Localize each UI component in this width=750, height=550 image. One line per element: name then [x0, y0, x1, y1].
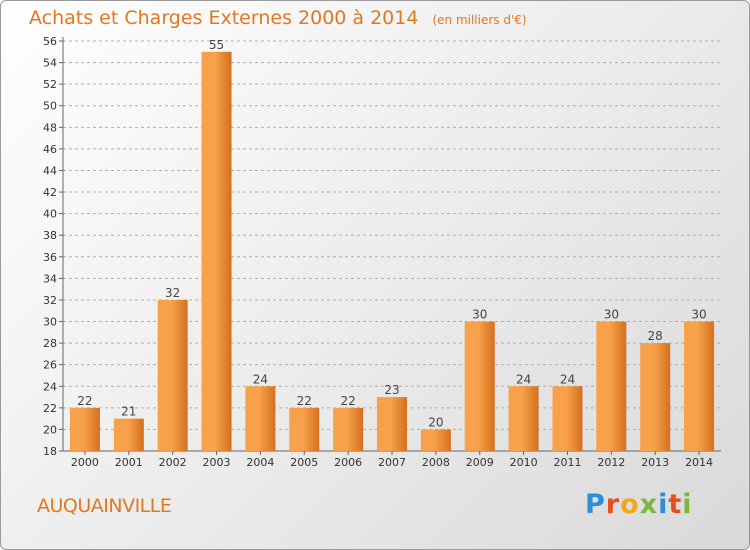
y-tick-label: 48 [43, 121, 57, 134]
x-tick-label: 2014 [685, 456, 713, 469]
data-label: 30 [691, 308, 706, 322]
y-tick-label: 30 [43, 316, 57, 329]
y-tick-label: 20 [43, 423, 57, 436]
data-label: 20 [428, 415, 443, 429]
data-label: 23 [384, 383, 399, 397]
data-label: 55 [209, 38, 224, 52]
proxiti-logo: Proxiti [585, 489, 693, 520]
data-label: 32 [165, 286, 180, 300]
y-tick-label: 42 [43, 186, 57, 199]
x-tick-labels: 2000 2001 2002 2003 2004 2005 2006 2007 2008 2009… [71, 456, 713, 469]
y-tick-label: 22 [43, 402, 57, 415]
bar [289, 407, 320, 451]
logo-letter: o [620, 489, 640, 520]
logo-letter: i [682, 489, 693, 520]
logo-letter: r [605, 489, 621, 520]
x-tick-label: 2008 [422, 456, 450, 469]
logo-letter: t [668, 489, 683, 520]
chart-title-text: Achats et Charges Externes 2000 à 2014 [29, 7, 419, 29]
bar [640, 343, 671, 451]
city-name: AUQUAINVILLE [37, 495, 172, 517]
x-tick-label: 2000 [71, 456, 99, 469]
x-tick-label: 2006 [334, 456, 362, 469]
bar [684, 321, 715, 451]
x-tick-label: 2012 [597, 456, 625, 469]
y-tick-label: 52 [43, 78, 57, 91]
y-tick-label: 28 [43, 337, 57, 350]
y-tick-label: 24 [43, 380, 57, 393]
x-tick-label: 2005 [290, 456, 318, 469]
bar [113, 418, 144, 451]
y-tick-label: 18 [43, 445, 57, 458]
data-label: 22 [77, 394, 92, 408]
data-labels: 22 21 32 55 24 22 22 23 20 30 24 24 30 28 30 [77, 38, 706, 430]
bar [157, 299, 188, 451]
y-tick-label: 36 [43, 251, 57, 264]
x-tick-label: 2011 [553, 456, 581, 469]
bar [464, 321, 495, 451]
bar [201, 51, 232, 451]
data-label: 24 [560, 372, 575, 386]
logo-letter: P [585, 489, 606, 520]
x-tick-label: 2007 [378, 456, 406, 469]
data-label: 22 [340, 394, 355, 408]
logo-letter: x [639, 489, 659, 520]
logo-letter: i [658, 489, 669, 520]
y-tick-label: 56 [43, 35, 57, 48]
x-tick-label: 2004 [246, 456, 274, 469]
data-label: 28 [648, 329, 663, 343]
bar [333, 407, 364, 451]
y-tick-label: 38 [43, 229, 57, 242]
bar [377, 397, 407, 451]
y-tick-label: 50 [43, 100, 57, 113]
x-tick-label: 2002 [159, 456, 187, 469]
chart-unit-note: (en milliers d'€) [432, 13, 527, 27]
x-tick-label: 2003 [203, 456, 231, 469]
y-tick-label: 40 [43, 208, 57, 221]
y-tick-label: 32 [43, 294, 57, 307]
x-tick-label: 2013 [641, 456, 669, 469]
x-tick-label: 2009 [466, 456, 494, 469]
x-tick-label: 2010 [510, 456, 538, 469]
y-tick-label: 54 [43, 57, 57, 70]
chart-title: Achats et Charges Externes 2000 à 2014 (e… [29, 7, 527, 29]
bar [552, 386, 583, 451]
y-tick-label: 44 [43, 164, 57, 177]
data-label: 22 [297, 394, 312, 408]
bar [596, 321, 627, 451]
y-tick-label: 34 [43, 272, 57, 285]
bar [420, 429, 451, 451]
data-label: 21 [121, 405, 136, 419]
y-tick-labels: 18 20 22 24 26 28 30 32 34 36 38 40 42 44 46 48 50 52 54 56 [43, 35, 57, 458]
bar [69, 407, 100, 451]
bar [508, 386, 539, 451]
y-tick-label: 26 [43, 359, 57, 372]
data-label: 30 [604, 308, 619, 322]
data-label: 24 [253, 372, 268, 386]
bar [245, 386, 276, 451]
data-label: 30 [472, 308, 487, 322]
data-label: 24 [516, 372, 531, 386]
x-tick-label: 2001 [115, 456, 143, 469]
bars [69, 51, 715, 451]
y-tick-label: 46 [43, 143, 57, 156]
